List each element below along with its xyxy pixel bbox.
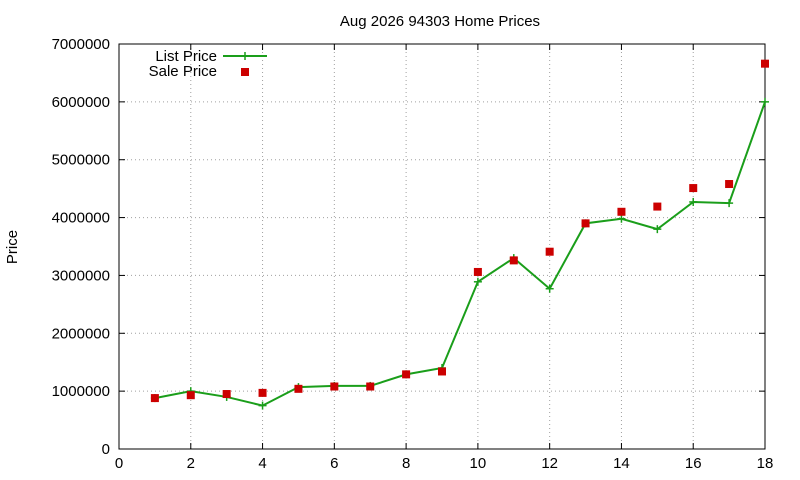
legend-label-list-price: List Price bbox=[155, 48, 217, 65]
sale-price-point-5 bbox=[330, 382, 339, 391]
list-price-point-17 bbox=[761, 97, 769, 106]
legend: List Price Sale Price bbox=[149, 48, 267, 80]
x-tick-label-2: 4 bbox=[258, 455, 266, 472]
chart-title: Aug 2026 94303 Home Prices bbox=[340, 13, 540, 30]
list-price-point-15 bbox=[689, 197, 698, 206]
sale-price-point-15 bbox=[689, 184, 698, 193]
sale-price-point-8 bbox=[438, 367, 446, 376]
sale-price-point-3 bbox=[258, 388, 267, 397]
x-tick-label-3: 6 bbox=[330, 455, 338, 472]
series-sale-price bbox=[150, 59, 769, 403]
y-tick-label-2: 2000000 bbox=[52, 325, 110, 342]
x-tick-label-9: 18 bbox=[757, 455, 774, 472]
sale-price-point-7 bbox=[402, 370, 411, 379]
y-tick-label-0: 0 bbox=[102, 441, 110, 458]
legend-sample-sale-price bbox=[241, 68, 249, 76]
series-layer bbox=[150, 59, 769, 410]
x-tick-label-6: 12 bbox=[541, 455, 558, 472]
sale-price-point-16 bbox=[725, 180, 734, 189]
plot-border bbox=[118, 43, 766, 450]
x-tick-labels: 0 2 4 6 8 10 12 14 16 18 bbox=[115, 455, 774, 472]
sale-price-point-9 bbox=[473, 267, 482, 276]
sale-price-point-1 bbox=[186, 391, 195, 400]
sale-price-point-2 bbox=[222, 390, 231, 399]
y-axis-label: Price bbox=[4, 230, 21, 264]
x-tick-label-5: 10 bbox=[470, 455, 487, 472]
sale-price-point-14 bbox=[653, 202, 662, 211]
sale-price-point-13 bbox=[617, 207, 626, 216]
y-tick-label-4: 4000000 bbox=[52, 210, 110, 227]
x-tick-label-0: 0 bbox=[115, 455, 123, 472]
y-tick-label-1: 1000000 bbox=[52, 383, 110, 400]
y-tick-labels: 0 1000000 2000000 3000000 4000000 5000000 6000… bbox=[52, 36, 110, 458]
series-line-list-price bbox=[154, 101, 766, 407]
x-tick-label-1: 2 bbox=[187, 455, 195, 472]
legend-sample-list-price bbox=[223, 52, 267, 60]
grid-lines bbox=[119, 44, 765, 449]
list-price-point-3 bbox=[258, 401, 267, 410]
sale-price-point-0 bbox=[150, 394, 159, 403]
y-tick-label-6: 6000000 bbox=[52, 94, 110, 111]
list-price-point-13 bbox=[617, 214, 626, 223]
sale-price-point-10 bbox=[509, 256, 518, 265]
x-tick-label-7: 14 bbox=[613, 455, 630, 472]
sale-price-point-6 bbox=[366, 382, 375, 391]
x-tick-label-8: 16 bbox=[685, 455, 702, 472]
list-price-point-16 bbox=[725, 199, 734, 208]
sale-price-point-17 bbox=[761, 59, 769, 68]
series-list-price bbox=[150, 97, 769, 410]
y-tick-label-5: 5000000 bbox=[52, 152, 110, 169]
sale-price-point-12 bbox=[581, 219, 590, 228]
list-price-point-11 bbox=[545, 284, 554, 293]
y-tick-label-3: 3000000 bbox=[52, 267, 110, 284]
list-price-point-14 bbox=[653, 225, 662, 234]
y-tick-label-7: 7000000 bbox=[52, 36, 110, 53]
legend-marker-list-price bbox=[241, 52, 249, 60]
x-tick-label-4: 8 bbox=[402, 455, 410, 472]
sale-price-point-4 bbox=[294, 384, 303, 393]
legend-marker-sale-price bbox=[241, 68, 249, 76]
sale-price-point-11 bbox=[545, 247, 554, 256]
tick-marks bbox=[118, 43, 766, 450]
legend-label-sale-price: Sale Price bbox=[149, 63, 217, 80]
list-price-point-9 bbox=[473, 277, 482, 286]
